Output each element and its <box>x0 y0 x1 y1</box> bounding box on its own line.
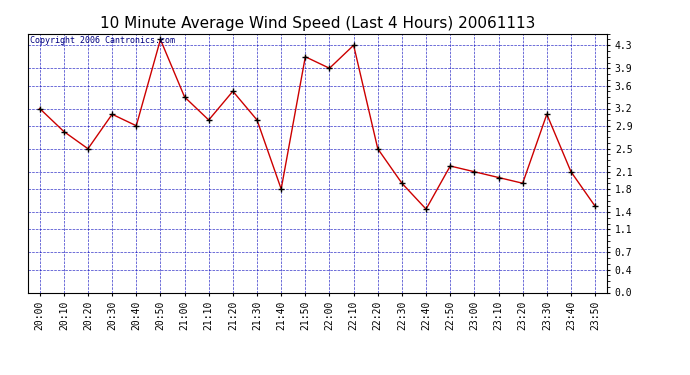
Title: 10 Minute Average Wind Speed (Last 4 Hours) 20061113: 10 Minute Average Wind Speed (Last 4 Hou… <box>100 16 535 31</box>
Text: Copyright 2006 Cantronics.com: Copyright 2006 Cantronics.com <box>30 36 175 45</box>
